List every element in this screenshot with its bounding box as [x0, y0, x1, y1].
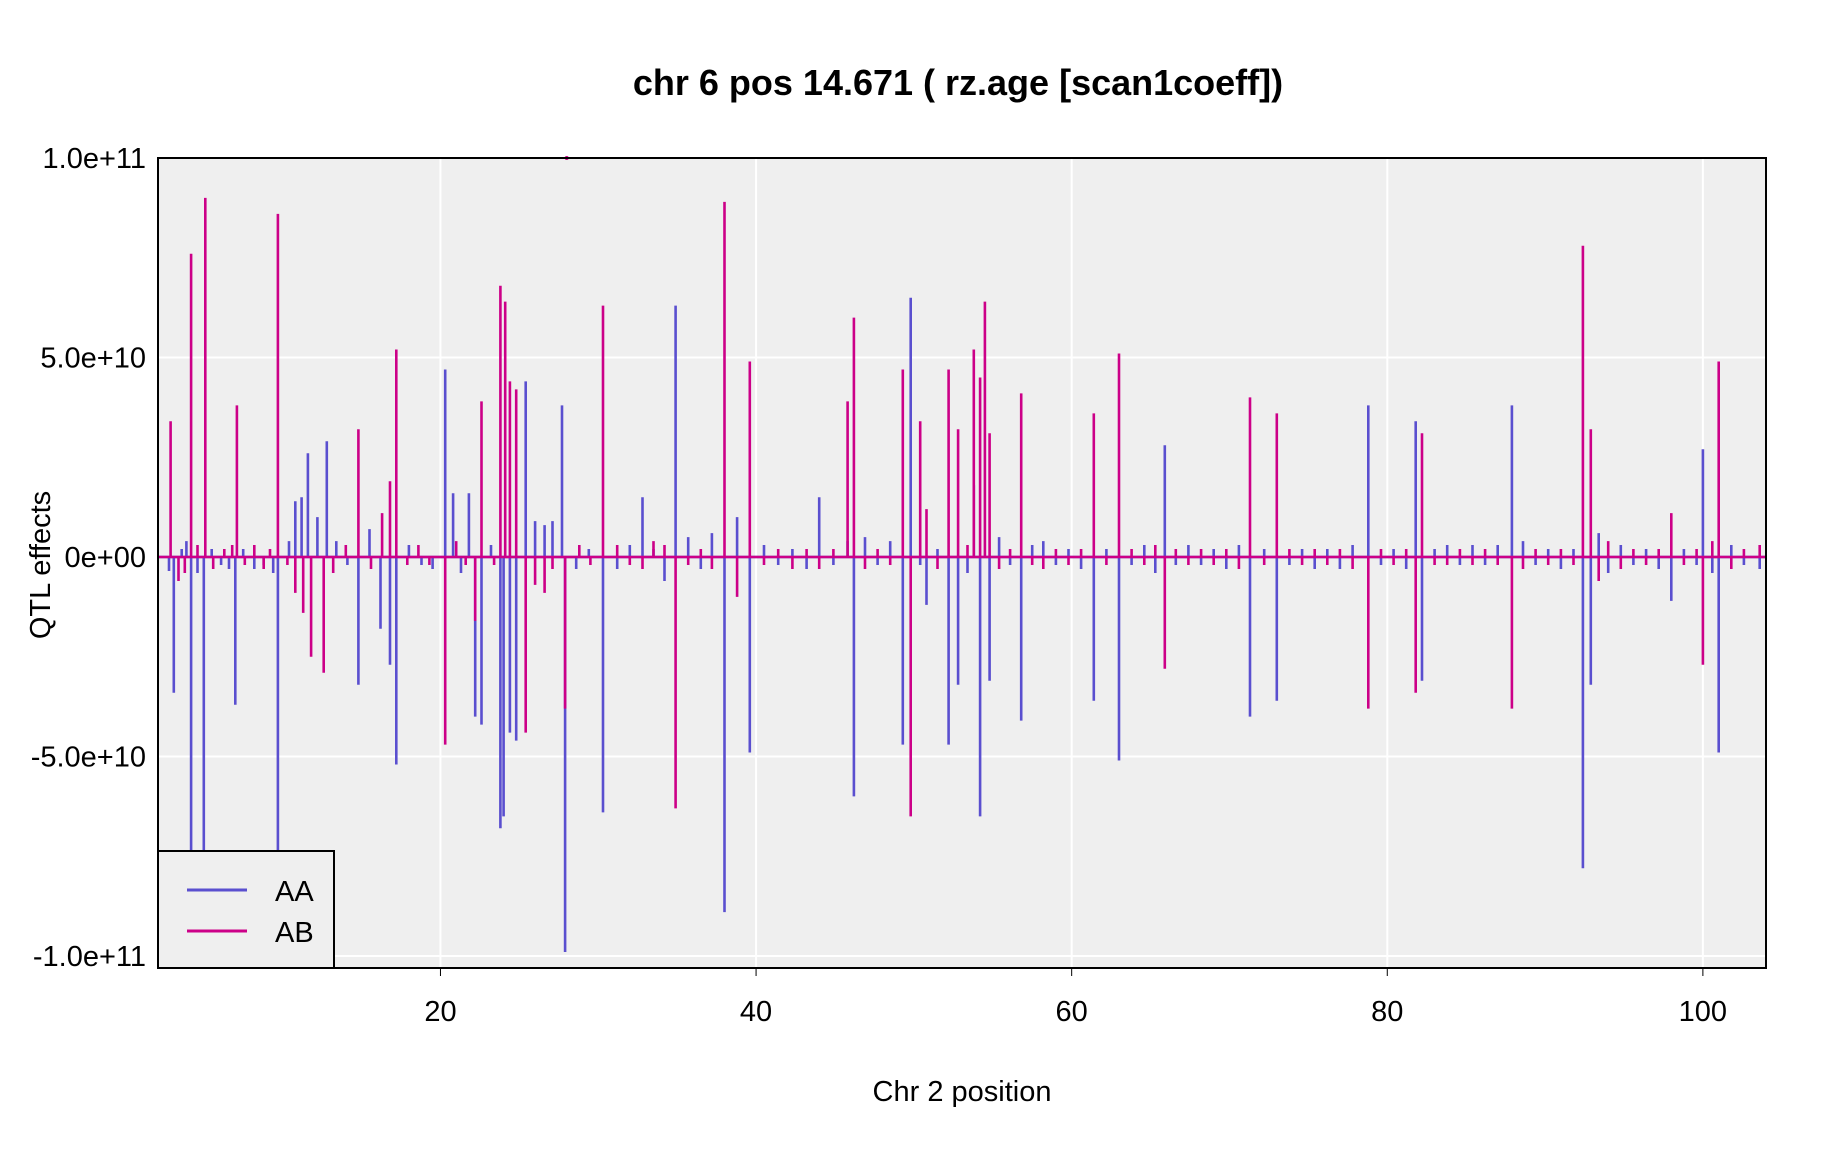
x-axis-label: Chr 2 position — [873, 1076, 1052, 1108]
x-tick-label: 20 — [424, 996, 456, 1028]
x-tick-label: 100 — [1679, 996, 1727, 1028]
y-tick-label: -5.0e+10 — [31, 742, 146, 774]
x-tick-label: 60 — [1056, 996, 1088, 1028]
y-tick-label: -1.0e+11 — [33, 941, 146, 973]
y-tick-label: 1.0e+11 — [43, 143, 146, 175]
plot-panel-border — [157, 157, 1767, 969]
y-tick-label: 5.0e+10 — [40, 343, 146, 375]
series-line-ab — [158, 197, 1766, 817]
legend-label-ab: AB — [275, 917, 314, 949]
y-tick-label: 0e+00 — [65, 542, 146, 574]
chart-title: chr 6 pos 14.671 ( rz.age [scan1coeff]) — [633, 62, 1283, 103]
legend-label-aa: AA — [275, 876, 314, 908]
y-axis-ticks: 1.0e+11 5.0e+10 0e+00 -5.0e+10 -1.0e+11 — [31, 143, 146, 973]
legend: AA AB — [157, 850, 335, 969]
x-tick-label: 40 — [740, 996, 772, 1028]
x-tick-label: 80 — [1371, 996, 1403, 1028]
y-axis-label: QTL effects — [25, 491, 57, 639]
x-axis-ticks: 20 40 60 80 100 — [424, 968, 1727, 1028]
plot-panel — [158, 158, 1766, 968]
legend-box — [157, 850, 335, 969]
